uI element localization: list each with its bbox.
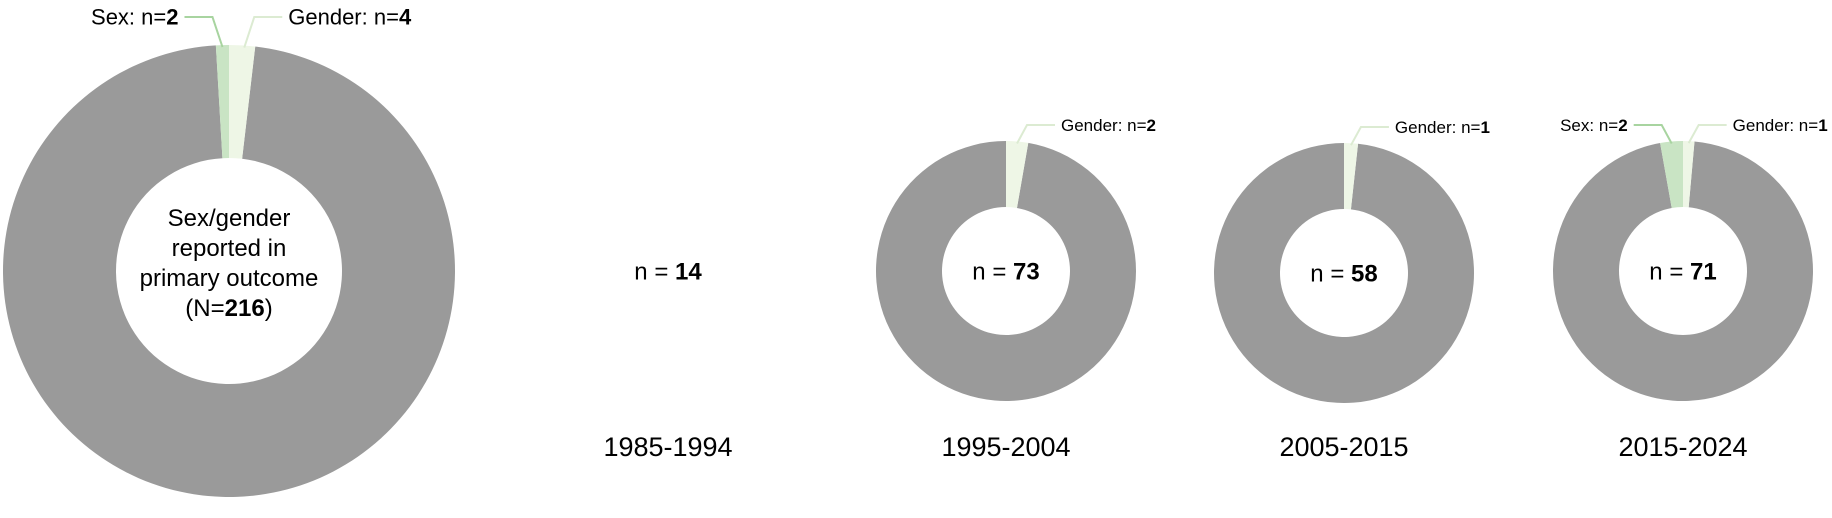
- slice-other: [2, 45, 456, 497]
- center-n: n = 71: [1649, 258, 1716, 285]
- center-n: n = 73: [972, 258, 1039, 285]
- center-label-line: reported in: [172, 235, 287, 262]
- center-n: n = 58: [1310, 260, 1377, 287]
- callout-line-sex: [1633, 124, 1673, 144]
- slice-other: [1553, 141, 1813, 402]
- period-label: 1985-1994: [603, 432, 732, 462]
- donut-chart-3: Gender: n=2 n = 73 1995-2004: [875, 116, 1156, 462]
- slice-gender: [1344, 143, 1359, 210]
- donut-chart-1: Sex: n=2 Gender: n=4 Sex/gender reported in…: [2, 5, 456, 497]
- callout-line-gender: [1350, 126, 1389, 146]
- slice-sex: [1660, 141, 1683, 208]
- slice-gender: [1683, 141, 1695, 208]
- callout-line-gender: [243, 16, 283, 48]
- center-label-line: primary outcome: [140, 265, 319, 292]
- period-label: 2005-2015: [1279, 432, 1408, 462]
- callout-line-gender: [1687, 124, 1727, 144]
- slice-gender: [229, 45, 256, 159]
- center-total: (N=216): [185, 295, 272, 322]
- center-n: n = 14: [634, 258, 702, 285]
- callout-line-sex: [184, 16, 224, 48]
- callout-label-gender: Gender: n=4: [288, 5, 412, 30]
- slice-other: [1213, 142, 1474, 403]
- callout-label-gender: Gender: n=1: [1395, 118, 1490, 137]
- callout-line-gender: [1016, 124, 1056, 144]
- donut-chart-5: Sex: n=2 Gender: n=1 n = 71 2015-2024: [1553, 116, 1828, 462]
- period-label: 1995-2004: [941, 432, 1070, 462]
- callout-label-gender: Gender: n=1: [1733, 116, 1828, 135]
- callout-label-sex: Sex: n=2: [91, 5, 178, 30]
- center-label-line: Sex/gender: [168, 205, 291, 232]
- slice-sex: [215, 45, 229, 159]
- callout-label-sex: Sex: n=2: [1560, 116, 1628, 135]
- donut-chart-2: n = 14 1985-1994: [603, 258, 732, 462]
- slice-other: [875, 141, 1136, 401]
- slice-gender: [1006, 141, 1029, 208]
- callout-label-gender: Gender: n=2: [1061, 116, 1156, 135]
- donut-chart-4: Gender: n=1 n = 58 2005-2015: [1213, 118, 1490, 462]
- period-label: 2015-2024: [1618, 432, 1747, 462]
